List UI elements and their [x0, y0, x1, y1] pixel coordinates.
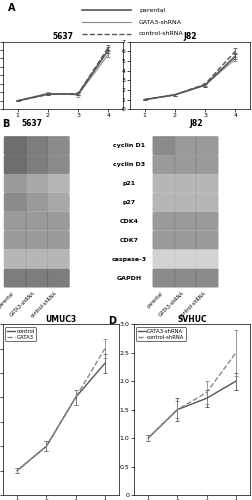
FancyBboxPatch shape: [173, 174, 196, 193]
Text: p21: p21: [122, 181, 135, 186]
Title: UMUC3: UMUC3: [45, 314, 76, 324]
FancyBboxPatch shape: [25, 212, 48, 231]
Text: CDK7: CDK7: [119, 238, 138, 242]
FancyBboxPatch shape: [173, 230, 196, 250]
Legend: GATA3-shRNA, control-shRNA: GATA3-shRNA, control-shRNA: [136, 327, 185, 341]
FancyBboxPatch shape: [4, 268, 26, 287]
FancyBboxPatch shape: [4, 230, 26, 250]
FancyBboxPatch shape: [152, 250, 175, 268]
FancyBboxPatch shape: [152, 155, 175, 174]
FancyBboxPatch shape: [152, 174, 175, 193]
FancyBboxPatch shape: [25, 250, 48, 268]
Text: caspase-3: caspase-3: [111, 256, 146, 262]
Text: control-shRNA: control-shRNA: [138, 32, 183, 36]
FancyBboxPatch shape: [173, 268, 196, 287]
FancyBboxPatch shape: [173, 250, 196, 268]
Text: parental: parental: [145, 290, 163, 308]
FancyBboxPatch shape: [173, 212, 196, 231]
Text: GATA3-shRNA: GATA3-shRNA: [138, 20, 181, 24]
Text: cyclin D1: cyclin D1: [112, 143, 144, 148]
Text: GAPDH: GAPDH: [116, 276, 141, 280]
Text: cyclin D3: cyclin D3: [112, 162, 144, 167]
FancyBboxPatch shape: [152, 268, 175, 287]
FancyBboxPatch shape: [25, 174, 48, 193]
FancyBboxPatch shape: [47, 155, 70, 174]
Text: GATA3-shRNA: GATA3-shRNA: [158, 290, 185, 318]
FancyBboxPatch shape: [173, 155, 196, 174]
Text: D: D: [107, 316, 115, 326]
Text: J82: J82: [188, 119, 202, 128]
FancyBboxPatch shape: [4, 174, 26, 193]
FancyBboxPatch shape: [25, 193, 48, 212]
Title: SVHUC: SVHUC: [176, 314, 206, 324]
FancyBboxPatch shape: [4, 193, 26, 212]
FancyBboxPatch shape: [173, 193, 196, 212]
Text: A: A: [8, 3, 15, 13]
Text: control-shRNA: control-shRNA: [30, 290, 58, 319]
Text: 5637: 5637: [22, 119, 43, 128]
FancyBboxPatch shape: [25, 155, 48, 174]
Text: GATA3-shRNA: GATA3-shRNA: [9, 290, 37, 318]
FancyBboxPatch shape: [152, 193, 175, 212]
FancyBboxPatch shape: [173, 136, 196, 155]
FancyBboxPatch shape: [4, 212, 26, 231]
Title: J82: J82: [182, 32, 196, 40]
FancyBboxPatch shape: [195, 155, 218, 174]
Text: p27: p27: [122, 200, 135, 205]
FancyBboxPatch shape: [47, 212, 70, 231]
FancyBboxPatch shape: [195, 250, 218, 268]
FancyBboxPatch shape: [4, 155, 26, 174]
FancyBboxPatch shape: [47, 230, 70, 250]
Title: 5637: 5637: [52, 32, 73, 40]
FancyBboxPatch shape: [47, 193, 70, 212]
FancyBboxPatch shape: [152, 136, 175, 155]
FancyBboxPatch shape: [25, 268, 48, 287]
FancyBboxPatch shape: [195, 193, 218, 212]
FancyBboxPatch shape: [152, 230, 175, 250]
Text: CDK4: CDK4: [119, 219, 138, 224]
Text: B: B: [3, 119, 10, 129]
FancyBboxPatch shape: [25, 230, 48, 250]
Text: parental: parental: [0, 290, 15, 308]
FancyBboxPatch shape: [195, 268, 218, 287]
FancyBboxPatch shape: [195, 230, 218, 250]
FancyBboxPatch shape: [47, 174, 70, 193]
Text: control-shRNA: control-shRNA: [178, 290, 206, 319]
FancyBboxPatch shape: [195, 136, 218, 155]
FancyBboxPatch shape: [47, 250, 70, 268]
FancyBboxPatch shape: [195, 174, 218, 193]
FancyBboxPatch shape: [25, 136, 48, 155]
FancyBboxPatch shape: [47, 136, 70, 155]
FancyBboxPatch shape: [4, 250, 26, 268]
FancyBboxPatch shape: [195, 212, 218, 231]
FancyBboxPatch shape: [152, 212, 175, 231]
FancyBboxPatch shape: [4, 136, 26, 155]
FancyBboxPatch shape: [47, 268, 70, 287]
Legend: control, GATA3: control, GATA3: [5, 327, 36, 341]
Text: parental: parental: [138, 8, 165, 13]
